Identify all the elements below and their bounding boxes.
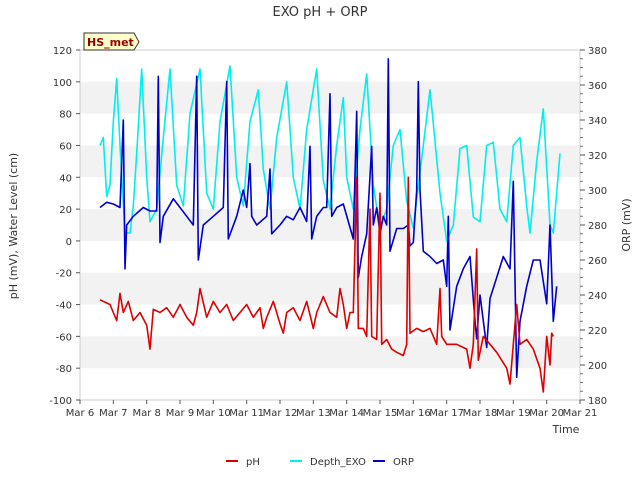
series-line-orp (99, 57, 558, 379)
y-right-tick-label: 360 (588, 81, 607, 92)
y-tick-label: -100 (49, 396, 72, 407)
y-right-tick-label: 280 (588, 221, 607, 232)
legend-label: Depth_EXO (310, 457, 366, 468)
legend-label: pH (246, 457, 260, 468)
y-tick-label: 40 (59, 173, 72, 184)
left-axis: -100 -80 -60 -40 -20 0 20 40 60 80 100 120 (49, 46, 80, 407)
x-tick-label: Mar 20 (529, 408, 564, 419)
x-tick-label: Mar 9 (166, 408, 194, 419)
x-tick-label: Mar 6 (66, 408, 94, 419)
y-right-tick-label: 300 (588, 186, 607, 197)
x-tick-label: Mar 16 (396, 408, 431, 419)
series-line-depth-exo (99, 65, 561, 242)
x-tick-label: Mar 19 (496, 408, 531, 419)
x-tick-label: Mar 11 (229, 408, 264, 419)
y-right-tick-label: 260 (588, 256, 607, 267)
series-layer (99, 57, 561, 393)
chart-title: EXO pH + ORP (273, 5, 368, 20)
y-tick-label: 20 (59, 205, 72, 216)
y-tick-label: 100 (53, 78, 72, 89)
x-tick-label: Mar 17 (429, 408, 464, 419)
station-badge-shape (83, 32, 140, 51)
y-right-tick-label: 220 (588, 326, 607, 337)
y-right-tick-label: 240 (588, 291, 607, 302)
y-tick-label: 80 (59, 110, 72, 121)
x-tick-label: Mar 12 (263, 408, 298, 419)
station-badge: HS_met (83, 32, 140, 51)
grid-band (80, 272, 580, 305)
series-line-ph (99, 176, 555, 393)
x-tick-label: Mar 18 (463, 408, 498, 419)
legend-label: ORP (393, 457, 414, 468)
x-axis-title: Time (552, 423, 580, 436)
x-tick-label: Mar 10 (196, 408, 231, 419)
x-tick-label: Mar 13 (296, 408, 331, 419)
right-axis: 180 200 220 240 260 280 300 320 340 360 380 (580, 46, 607, 407)
grid-band (80, 209, 580, 241)
y-tick-label: -20 (56, 269, 72, 280)
x-tick-label: Mar 14 (329, 408, 364, 419)
y-axis-title: pH (mV), Water Level (cm) (7, 153, 20, 299)
y-right-tick-label: 200 (588, 361, 607, 372)
y-right-tick-label: 180 (588, 396, 607, 407)
x-tick-label: Mar 8 (132, 408, 160, 419)
y-tick-label: -40 (56, 301, 72, 312)
grid-band (80, 336, 580, 369)
station-badge-label: HS_met (87, 36, 134, 49)
y-tick-label: 0 (66, 237, 72, 248)
y-axis-right-title: ORP (mV) (620, 198, 633, 251)
y-tick-label: 120 (53, 46, 72, 57)
x-tick-label: Mar 21 (563, 408, 598, 419)
legend: pH Depth_EXO ORP (226, 457, 414, 468)
y-right-tick-label: 320 (588, 151, 607, 162)
y-right-tick-label: 340 (588, 116, 607, 127)
y-tick-label: -60 (56, 332, 72, 343)
x-tick-label: Mar 7 (99, 408, 127, 419)
x-tick-label: Mar 15 (363, 408, 398, 419)
y-tick-label: -80 (56, 364, 72, 375)
y-tick-label: 60 (59, 141, 72, 152)
y-right-tick-label: 380 (588, 46, 607, 57)
